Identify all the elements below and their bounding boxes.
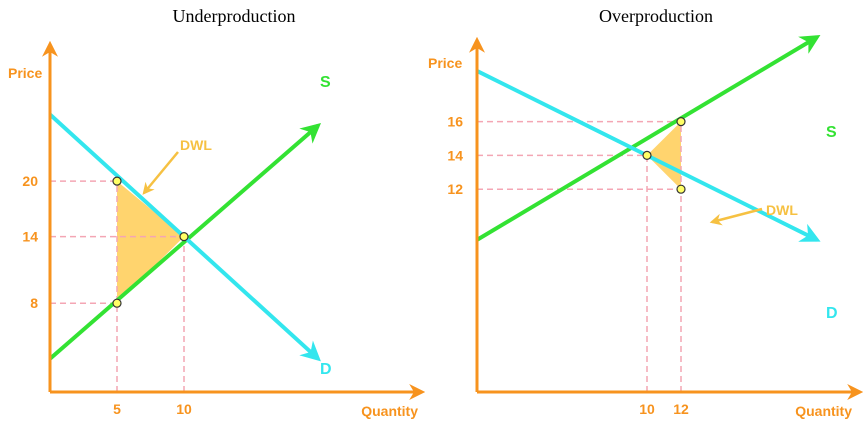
data-point <box>112 176 122 186</box>
dwl-area <box>647 121 681 190</box>
supply-label: S <box>826 124 837 141</box>
dwl-arrow <box>142 151 179 195</box>
data-point <box>676 184 686 194</box>
y-tick-label: 8 <box>30 295 38 311</box>
y-axis-label: Price <box>8 65 42 81</box>
dwl-label: DWL <box>180 137 212 153</box>
y-tick-label: 16 <box>447 114 463 130</box>
chart-title: Underproduction <box>173 6 296 26</box>
supply-label: S <box>320 74 331 91</box>
supply-curve <box>48 122 322 361</box>
demand-label: D <box>320 361 332 378</box>
chart-overproduction: Overproduction S D Price Quantity 16 14 12 10 12 D… <box>428 6 864 419</box>
data-point <box>676 116 686 127</box>
data-point <box>179 232 189 242</box>
y-tick-label: 12 <box>447 181 463 197</box>
x-axis-label: Quantity <box>361 403 418 419</box>
x-tick-label: 12 <box>673 401 689 417</box>
chart-underproduction: Underproduction S D Price Quantity 20 14 8 5 10 DW… <box>8 6 426 419</box>
x-tick-label: 10 <box>639 401 655 417</box>
y-tick-label: 20 <box>22 173 38 189</box>
data-point <box>642 150 652 160</box>
y-tick-label: 14 <box>447 147 463 163</box>
y-axis-label: Price <box>428 55 462 71</box>
x-axis-label: Quantity <box>795 403 852 419</box>
data-point <box>112 298 122 308</box>
dwl-arrow <box>709 207 763 226</box>
y-tick-label: 14 <box>22 229 38 245</box>
x-tick-label: 10 <box>176 401 192 417</box>
x-tick-label: 5 <box>113 401 121 417</box>
chart-title: Overproduction <box>599 6 713 26</box>
dwl-label: DWL <box>766 202 798 218</box>
demand-label: D <box>826 305 838 322</box>
supply-curve <box>475 35 821 242</box>
dwl-area <box>117 181 184 304</box>
